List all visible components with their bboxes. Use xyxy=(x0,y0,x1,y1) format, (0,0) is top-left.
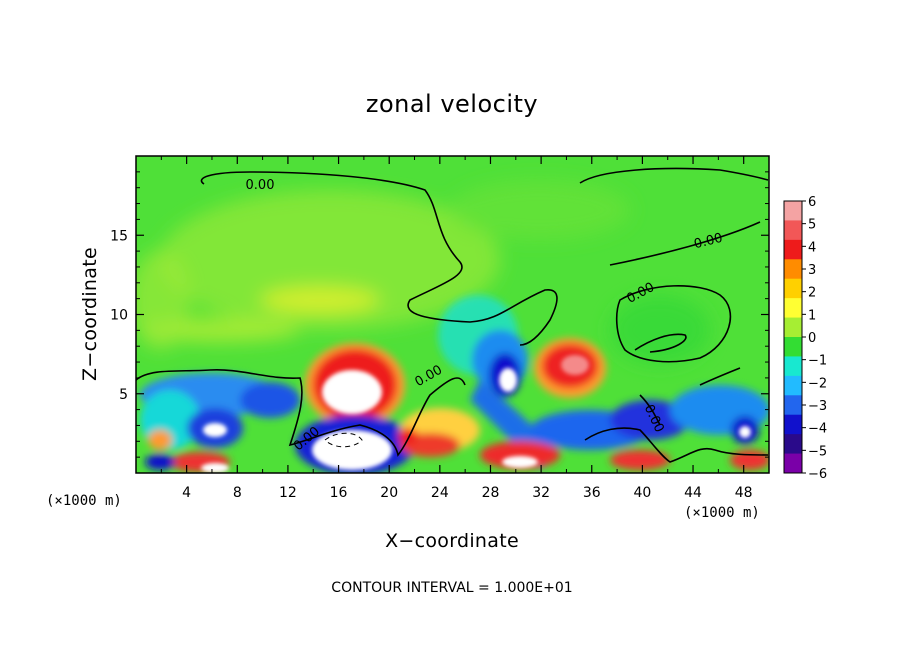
colorbar-swatch xyxy=(784,201,802,221)
colorbar: 6 5 4 3 2 1 0 −1 −2 −3 −4 −5 −6 xyxy=(783,195,827,482)
colorbar-swatch xyxy=(784,337,802,357)
chart-title: zonal velocity xyxy=(366,90,538,118)
x-axis-unit: (×1000 m) xyxy=(684,505,760,521)
colorbar-label: −4 xyxy=(808,422,827,437)
y-tick-label: 5 xyxy=(119,387,128,403)
colorbar-swatch xyxy=(784,278,802,299)
contour-interval-note: CONTOUR INTERVAL = 1.000E+01 xyxy=(331,580,572,596)
y-tick-label: 10 xyxy=(110,308,128,324)
colorbar-label: −6 xyxy=(808,467,827,482)
colorbar-swatch xyxy=(784,298,802,319)
colorbar-label: −2 xyxy=(808,376,827,391)
y-tick-label: 15 xyxy=(110,228,128,244)
contour-line xyxy=(324,432,363,448)
x-tick-label: 32 xyxy=(532,485,550,501)
colorbar-swatch xyxy=(784,375,802,396)
y-axis: 5 10 15 xyxy=(110,171,769,458)
x-tick-label: 28 xyxy=(482,485,500,501)
colorbar-label: 6 xyxy=(808,195,816,210)
x-axis-label: X−coordinate xyxy=(385,530,519,552)
colorbar-label: −3 xyxy=(808,399,827,414)
colorbar-swatch xyxy=(784,317,802,338)
x-tick-label: 44 xyxy=(684,485,702,501)
contour-line xyxy=(579,167,769,184)
colorbar-label: 5 xyxy=(808,218,816,233)
x-axis: 4 8 12 16 20 24 28 32 36 40 44 48 xyxy=(160,156,753,501)
colorbar-label: −1 xyxy=(808,354,827,369)
colorbar-swatch xyxy=(784,453,802,474)
contour-label: 0.00 xyxy=(693,231,725,253)
contour-label-text: 0.00 xyxy=(693,231,725,253)
colorbar-swatch xyxy=(784,259,802,280)
x-tick-label: 20 xyxy=(380,485,398,501)
contour-label-text: 0.00 xyxy=(246,178,275,193)
colorbar-label: 1 xyxy=(808,308,816,323)
contour-line xyxy=(609,221,761,266)
x-tick-label: 36 xyxy=(583,485,601,501)
colorbar-swatch xyxy=(784,220,802,241)
x-tick-label: 12 xyxy=(279,485,297,501)
velocity-field xyxy=(136,156,769,473)
contour-line xyxy=(200,171,558,346)
x-tick-label: 4 xyxy=(182,485,191,501)
colorbar-label: −5 xyxy=(808,444,827,459)
contour-line xyxy=(639,394,661,426)
colorbar-swatch xyxy=(784,356,802,377)
colorbar-label: 0 xyxy=(808,331,816,346)
colorbar-label: 3 xyxy=(808,263,816,278)
colorbar-label: 4 xyxy=(808,240,816,255)
y-axis-label: Z−coordinate xyxy=(79,247,101,381)
contour-line xyxy=(584,427,769,463)
contour-line xyxy=(634,333,687,353)
x-tick-label: 48 xyxy=(735,485,753,501)
contour-line xyxy=(615,285,732,363)
colorbar-swatch xyxy=(784,395,802,416)
contour-line xyxy=(699,367,741,386)
x-tick-label: 24 xyxy=(431,485,449,501)
contour-line xyxy=(136,368,466,457)
colorbar-swatch xyxy=(784,414,802,435)
x-tick-label: 40 xyxy=(633,485,651,501)
contour-lines xyxy=(136,167,769,463)
x-tick-label: 8 xyxy=(233,485,242,501)
x-tick-label: 16 xyxy=(330,485,348,501)
y-axis-unit: (×1000 m) xyxy=(46,493,122,509)
colorbar-label: 2 xyxy=(808,286,816,301)
contour-label: 0.00 xyxy=(246,178,275,193)
colorbar-swatch xyxy=(784,239,802,260)
colorbar-swatch xyxy=(784,434,802,455)
